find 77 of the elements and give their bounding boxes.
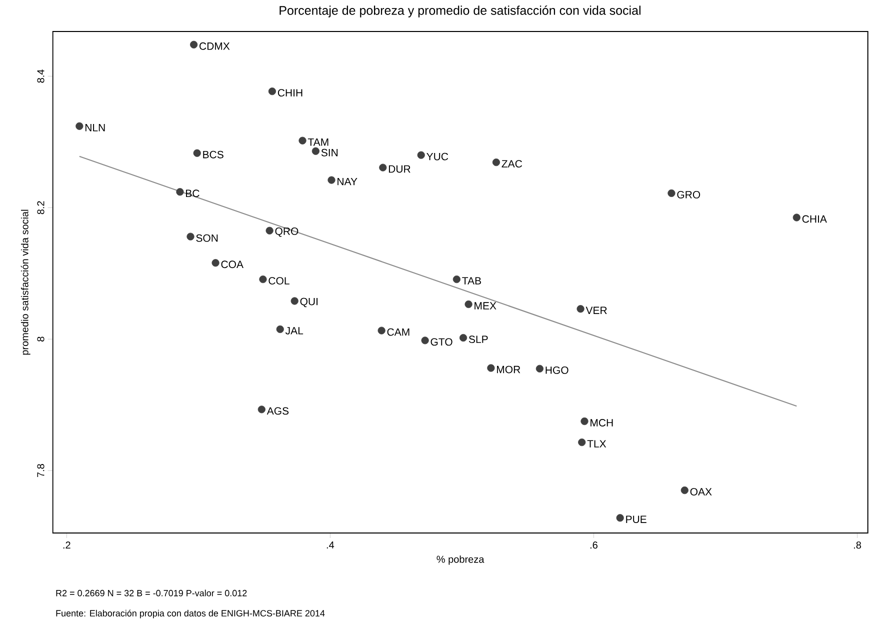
annotation: BC (186, 190, 200, 198)
point (193, 149, 201, 157)
point (417, 151, 425, 159)
point (464, 300, 472, 308)
annotation: MCH (590, 419, 613, 426)
point (487, 364, 495, 372)
x-tick-label: .8 (854, 542, 862, 549)
annotation: QUI (300, 298, 318, 308)
point (379, 164, 387, 172)
annotation: COL (268, 277, 290, 285)
point (792, 214, 800, 222)
source-note: Fuente: Elaboración propia con datos de ENIGH-MCS-BIARE 2014 (56, 610, 325, 618)
point (186, 232, 194, 240)
point (298, 136, 306, 144)
annotation: AGS (266, 407, 289, 415)
annotation: SLP (468, 336, 488, 344)
point (536, 364, 544, 372)
point (452, 275, 460, 284)
point (176, 188, 184, 196)
point (212, 259, 220, 267)
x-tick-label: .2 (63, 542, 70, 549)
annotation: ZAC (502, 160, 522, 168)
point (680, 486, 688, 494)
point (259, 275, 267, 284)
annotation: DUR (388, 165, 410, 173)
annotation: GRO (677, 190, 700, 198)
annotation: COA (221, 260, 244, 268)
point (492, 158, 500, 166)
annotation: MEX (474, 302, 496, 310)
point (268, 88, 276, 96)
annotation: HGO (546, 366, 568, 374)
y-tick-label: 8.2 (37, 201, 44, 214)
point (616, 514, 624, 522)
point (421, 336, 429, 344)
x-tick-label: .6 (590, 542, 598, 549)
annotation: CDMX (200, 42, 230, 50)
point (328, 176, 336, 184)
point (578, 438, 586, 446)
annotation: SIN (321, 148, 338, 156)
annotation: NLN (85, 124, 105, 132)
point (290, 297, 298, 305)
annotation: CAM (387, 328, 410, 336)
chart-title: Porcentaje de pobreza y promedio de satisfacción con vida social (280, 6, 640, 18)
y-tick-label: 7.8 (37, 464, 44, 477)
point (668, 189, 676, 197)
annotation: OAX (690, 488, 712, 496)
annotation: VER (586, 306, 607, 314)
annotation: CHIH (278, 89, 302, 97)
y-axis-title: promedio satisfacción vida social (20, 210, 30, 355)
y-tick-label: 8 (37, 336, 44, 342)
annotation: TAM (308, 138, 328, 146)
text: R2 = 0.2669 N = 32 B = -0.7019 P-valor = 0.012 (56, 590, 247, 596)
point (266, 226, 274, 234)
point (580, 417, 588, 426)
annotation: MOR (497, 366, 520, 374)
annotation: QRO (275, 228, 298, 237)
annotation: CHIA (802, 215, 827, 223)
annotation: GTO (430, 338, 452, 346)
annotation: TAB (462, 277, 481, 284)
point (378, 326, 386, 334)
x-axis-title: % pobreza (436, 555, 484, 565)
point (276, 325, 284, 334)
y-tick-label: 8.4 (37, 70, 44, 83)
annotation: YUC (426, 152, 448, 160)
point (258, 406, 266, 414)
annotation: TLX (587, 440, 606, 448)
point (190, 40, 198, 48)
annotation: BCS (203, 150, 224, 158)
annotation: NAY (338, 178, 358, 186)
annotation: PUE (626, 516, 646, 524)
annotation: JAL (285, 327, 304, 334)
point (576, 305, 584, 313)
x-tick-label: .4 (326, 542, 334, 548)
point (312, 147, 320, 155)
point (459, 334, 468, 342)
point (76, 122, 84, 130)
annotation: SON (196, 234, 218, 242)
